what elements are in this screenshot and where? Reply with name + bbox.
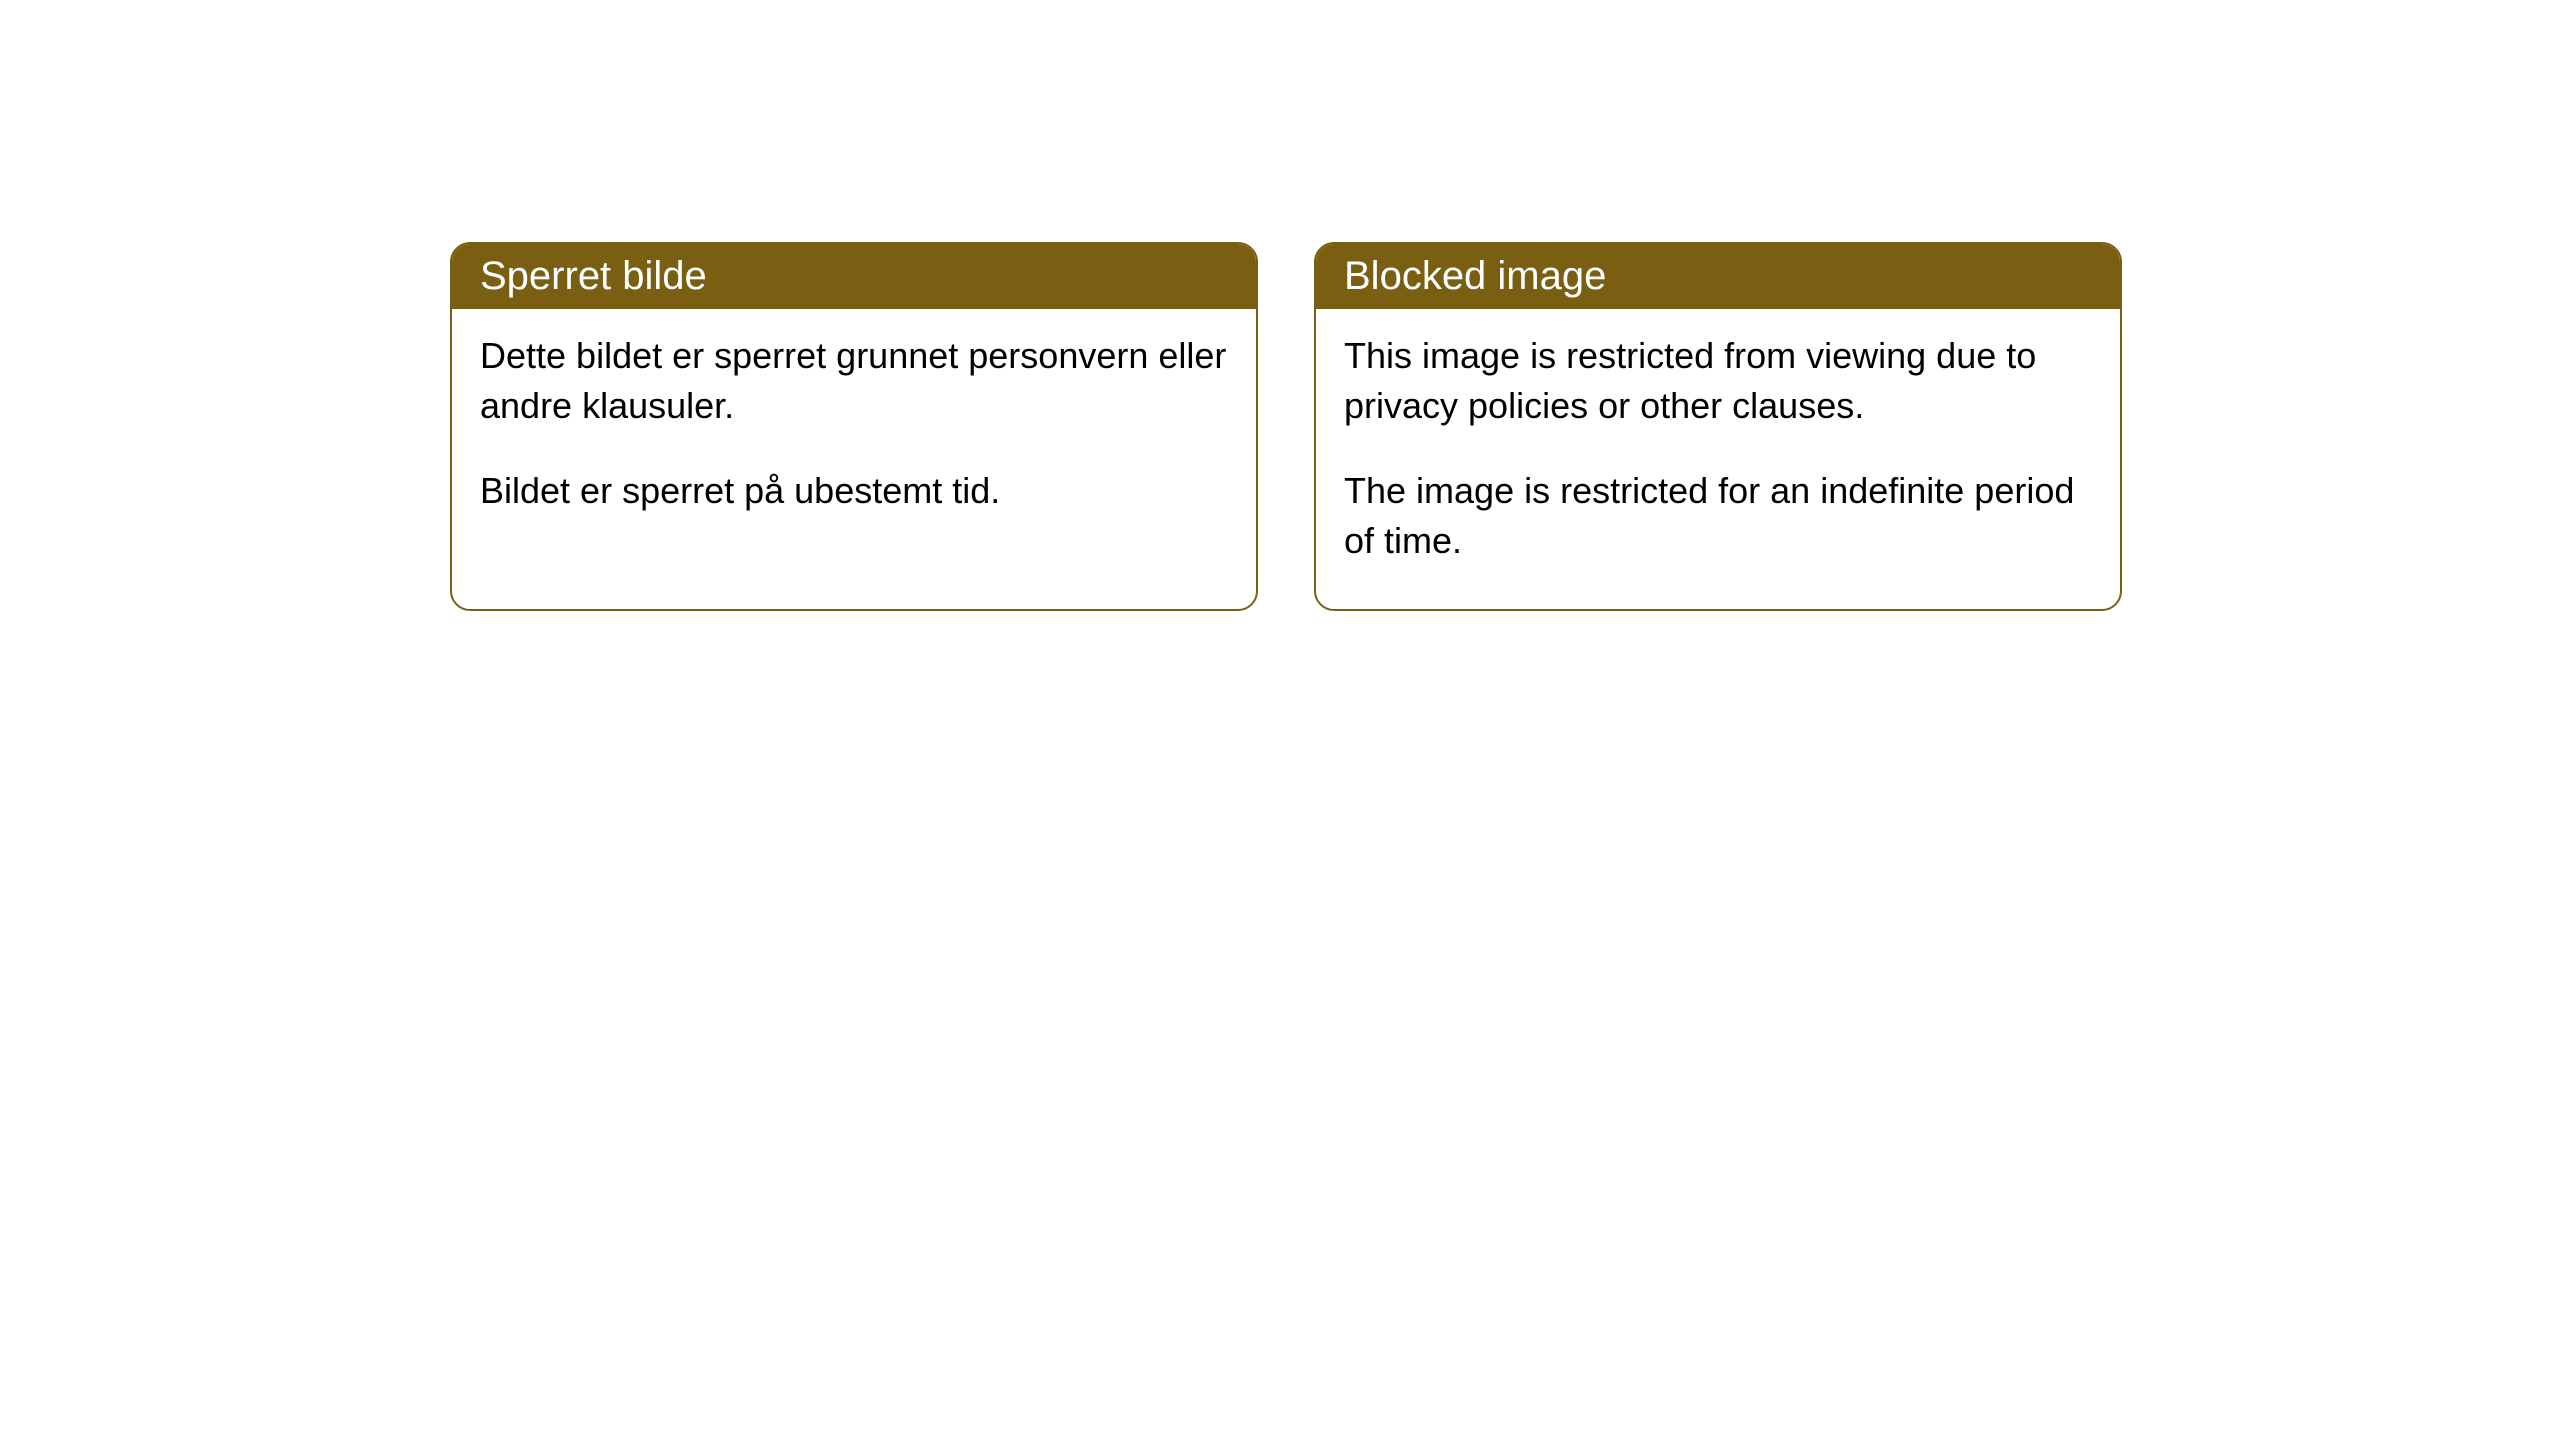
- card-paragraph-1: This image is restricted from viewing du…: [1344, 331, 2092, 432]
- card-body-english: This image is restricted from viewing du…: [1316, 309, 2120, 609]
- card-norwegian: Sperret bilde Dette bildet er sperret gr…: [450, 242, 1258, 611]
- card-title: Blocked image: [1344, 254, 1606, 298]
- card-paragraph-1: Dette bildet er sperret grunnet personve…: [480, 331, 1228, 432]
- cards-container: Sperret bilde Dette bildet er sperret gr…: [450, 242, 2122, 611]
- card-paragraph-2: The image is restricted for an indefinit…: [1344, 466, 2092, 567]
- card-paragraph-2: Bildet er sperret på ubestemt tid.: [480, 466, 1228, 516]
- card-title: Sperret bilde: [480, 254, 707, 298]
- card-header-norwegian: Sperret bilde: [452, 244, 1256, 309]
- card-header-english: Blocked image: [1316, 244, 2120, 309]
- card-english: Blocked image This image is restricted f…: [1314, 242, 2122, 611]
- card-body-norwegian: Dette bildet er sperret grunnet personve…: [452, 309, 1256, 558]
